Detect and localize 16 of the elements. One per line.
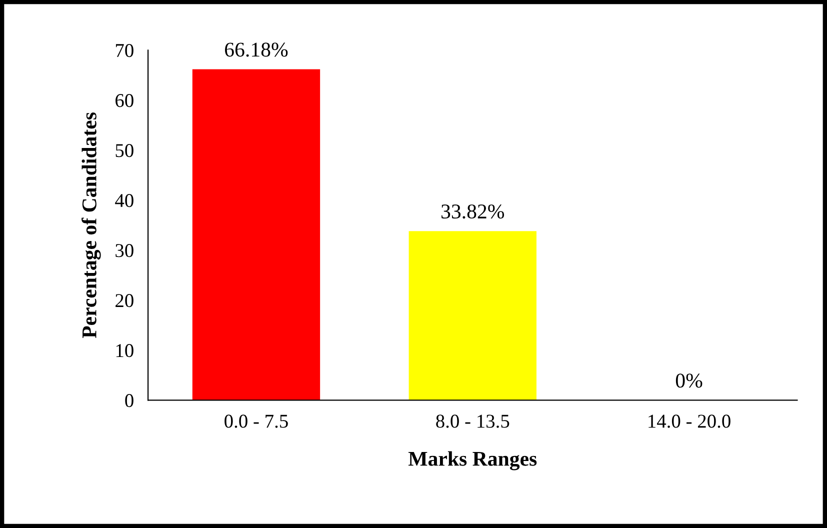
x-tick-label: 14.0 - 20.0 (648, 414, 730, 428)
x-tick-label: 8.0 - 13.5 (436, 414, 510, 428)
y-tick-label: 10 (116, 344, 134, 358)
data-label: 33.82% (442, 204, 504, 219)
data-label: 66.18% (225, 42, 288, 57)
y-tick-label: 40 (115, 194, 134, 208)
y-tick-label: 70 (116, 44, 134, 58)
y-tick-label: 60 (116, 94, 134, 108)
y-tick-label: 20 (116, 294, 134, 308)
x-axis-title: Marks Ranges (408, 451, 537, 470)
y-tick-label: 30 (116, 244, 134, 258)
y-axis-title: Percentage of Candidates (82, 112, 101, 338)
data-label: 0% (676, 374, 702, 388)
y-tick-label: 50 (116, 144, 134, 158)
x-tick-label: 0.0 - 7.5 (224, 414, 288, 428)
y-tick-label: 0 (125, 394, 134, 408)
